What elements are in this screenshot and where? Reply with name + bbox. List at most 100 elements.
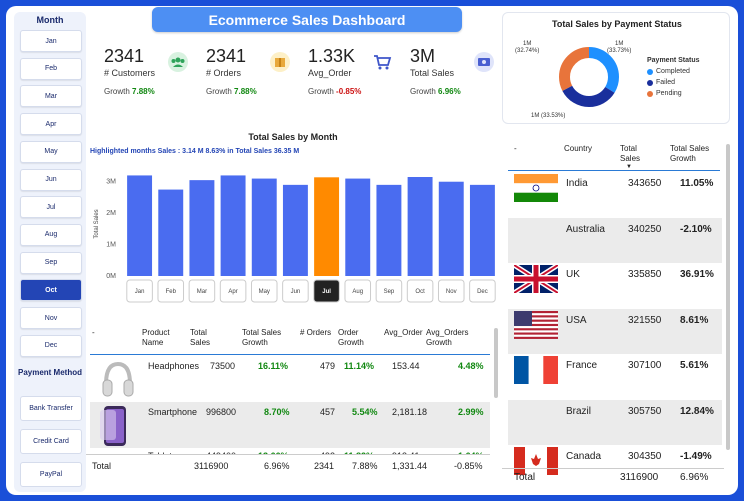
month-filter-nov[interactable]: Nov [20, 307, 82, 329]
bar-aug[interactable] [345, 178, 371, 276]
row-highlight [90, 402, 490, 448]
col-header-sales-growth: Total Sales Growth [242, 328, 282, 347]
month-filter-feb[interactable]: Feb [20, 57, 82, 80]
payment-status-donut [559, 47, 619, 107]
month-filter-mar[interactable]: Mar [20, 85, 82, 108]
country-name: Canada [566, 451, 602, 462]
country-table: - Country Total Sales Total Sales Growth… [502, 130, 730, 492]
country-sales: 307100 [628, 360, 662, 371]
smartphone-image [100, 406, 126, 446]
x-category-box-oct[interactable] [406, 279, 434, 303]
x-category-box-sep[interactable] [375, 279, 403, 303]
sort-desc-icon[interactable]: ▼ [626, 164, 632, 170]
x-category-box-aug[interactable] [344, 279, 372, 303]
month-filter-may[interactable]: May [20, 140, 82, 163]
bar-may[interactable] [251, 178, 277, 276]
bar-sep[interactable] [376, 184, 402, 276]
payment-filter-bank-transfer[interactable]: Bank Transfer [20, 396, 82, 421]
bar-feb[interactable] [158, 189, 184, 276]
bar-oct[interactable] [407, 177, 433, 276]
legend-failed[interactable]: Failed [647, 79, 700, 86]
box-icon [270, 52, 290, 72]
bar-mar[interactable] [189, 180, 215, 276]
legend-completed[interactable]: Completed [647, 68, 700, 75]
kpi-orders: 2341 # Orders Growth 7.88% [206, 46, 306, 96]
headphones-image [102, 361, 134, 397]
donut-slice-pending[interactable] [559, 47, 619, 107]
month-filter-dec[interactable]: Dec [20, 334, 82, 357]
country-sales: 305750 [628, 405, 662, 417]
donut-slice-failed[interactable] [559, 47, 619, 107]
legend-pending[interactable]: Pending [647, 90, 700, 97]
kpi-value: 1.33K [308, 46, 356, 66]
x-tick-label: Oct [415, 289, 425, 295]
bar-jun[interactable] [282, 184, 308, 276]
x-category-box-jun[interactable] [282, 279, 309, 303]
product-avg: 2,181.18 [392, 407, 428, 417]
france-flag-icon [514, 356, 558, 384]
x-category-box-jul[interactable] [313, 279, 340, 303]
monthly-sales-bar-chart: Total Sales 0M 1M 2M 3M Jan Feb Mar Apr May Jun Jul… [94, 175, 496, 303]
month-filter-jan[interactable]: Jan [20, 30, 82, 52]
month-filter-aug[interactable]: Aug [20, 223, 82, 246]
product-name: Smartphone [148, 407, 198, 417]
month-filter-oct[interactable]: Oct [20, 279, 82, 302]
x-tick-label: Jul [322, 289, 331, 295]
x-category-box-jan[interactable] [126, 279, 153, 303]
monthly-sales-panel: Total Sales by Month Highlighted months … [86, 130, 500, 306]
month-filter-jun[interactable]: Jun [20, 168, 82, 191]
canada-flag-icon [514, 447, 558, 475]
product-avg-growth: 4.48% [458, 361, 484, 371]
uk-flag-icon [514, 265, 558, 293]
bar-apr[interactable] [220, 175, 246, 276]
kpi-label: Total Sales [410, 68, 455, 78]
kpi-value: 2341 [104, 46, 145, 66]
y-axis-label: Total Sales [94, 209, 100, 238]
pie-label-pending: 1M (32.74%) [515, 41, 540, 54]
x-category-box-mar[interactable] [188, 279, 216, 303]
total-row [86, 454, 490, 492]
kpi-label: # Customers [104, 68, 156, 78]
bar-nov[interactable] [438, 181, 464, 276]
col-header-avg-order: Avg_Order [384, 328, 423, 337]
bar-chart-title: Total Sales by Month [248, 132, 338, 142]
month-filter-apr[interactable]: Apr [20, 113, 82, 136]
product-avg-growth: 2.99% [458, 407, 484, 417]
y-tick-label: 0M [106, 273, 116, 280]
x-category-box-feb[interactable] [157, 279, 185, 303]
x-tick-label: Jan [135, 289, 145, 295]
col-header-expand: - [92, 328, 95, 337]
pie-label-completed: 1M (33.73%) [607, 41, 632, 54]
product-sales: 73500 [210, 361, 236, 371]
product-orders: 457 [320, 407, 336, 417]
col-header-product: Product Name [142, 328, 170, 347]
col-header-total-sales: Total Sales [620, 144, 641, 163]
country-table-scrollbar[interactable] [726, 144, 730, 450]
dashboard-canvas: Month Jan Feb Mar Apr May Jun Jul Aug Sep Oct Nov D… [6, 6, 738, 495]
month-filter-sep[interactable]: Sep [20, 251, 82, 274]
bar-jan[interactable] [127, 175, 153, 276]
x-category-box-may[interactable] [250, 279, 278, 303]
product-table-scrollbar[interactable] [494, 328, 498, 398]
bar-dec[interactable] [469, 184, 495, 276]
col-header-country: Country [564, 144, 593, 153]
x-category-box-apr[interactable] [219, 279, 247, 303]
country-growth: 11.05% [680, 178, 714, 189]
x-category-box-nov[interactable] [437, 279, 465, 303]
month-filter-jul[interactable]: Jul [20, 196, 82, 219]
x-tick-label: Jun [291, 289, 301, 295]
bar-jul[interactable] [314, 177, 340, 276]
product-total-avg-growth: -0.85% [454, 461, 483, 471]
kpi-label: Avg_Order [308, 68, 352, 78]
x-tick-label: Apr [228, 289, 237, 295]
kpi-value: 2341 [206, 46, 247, 66]
product-avg: 153.44 [392, 361, 420, 371]
highlight-summary: Highlighted months Sales : 3.14 M 8.63% … [90, 148, 300, 155]
row-stripe [508, 217, 722, 263]
col-header-order-growth: Order Growth [338, 328, 364, 347]
payment-filter-credit-card[interactable]: Credit Card [20, 429, 82, 454]
product-total-label: Total [92, 461, 112, 471]
x-category-box-dec[interactable] [469, 279, 496, 303]
country-name: Brazil [566, 405, 592, 417]
payment-filter-paypal[interactable]: PayPal [20, 462, 82, 487]
